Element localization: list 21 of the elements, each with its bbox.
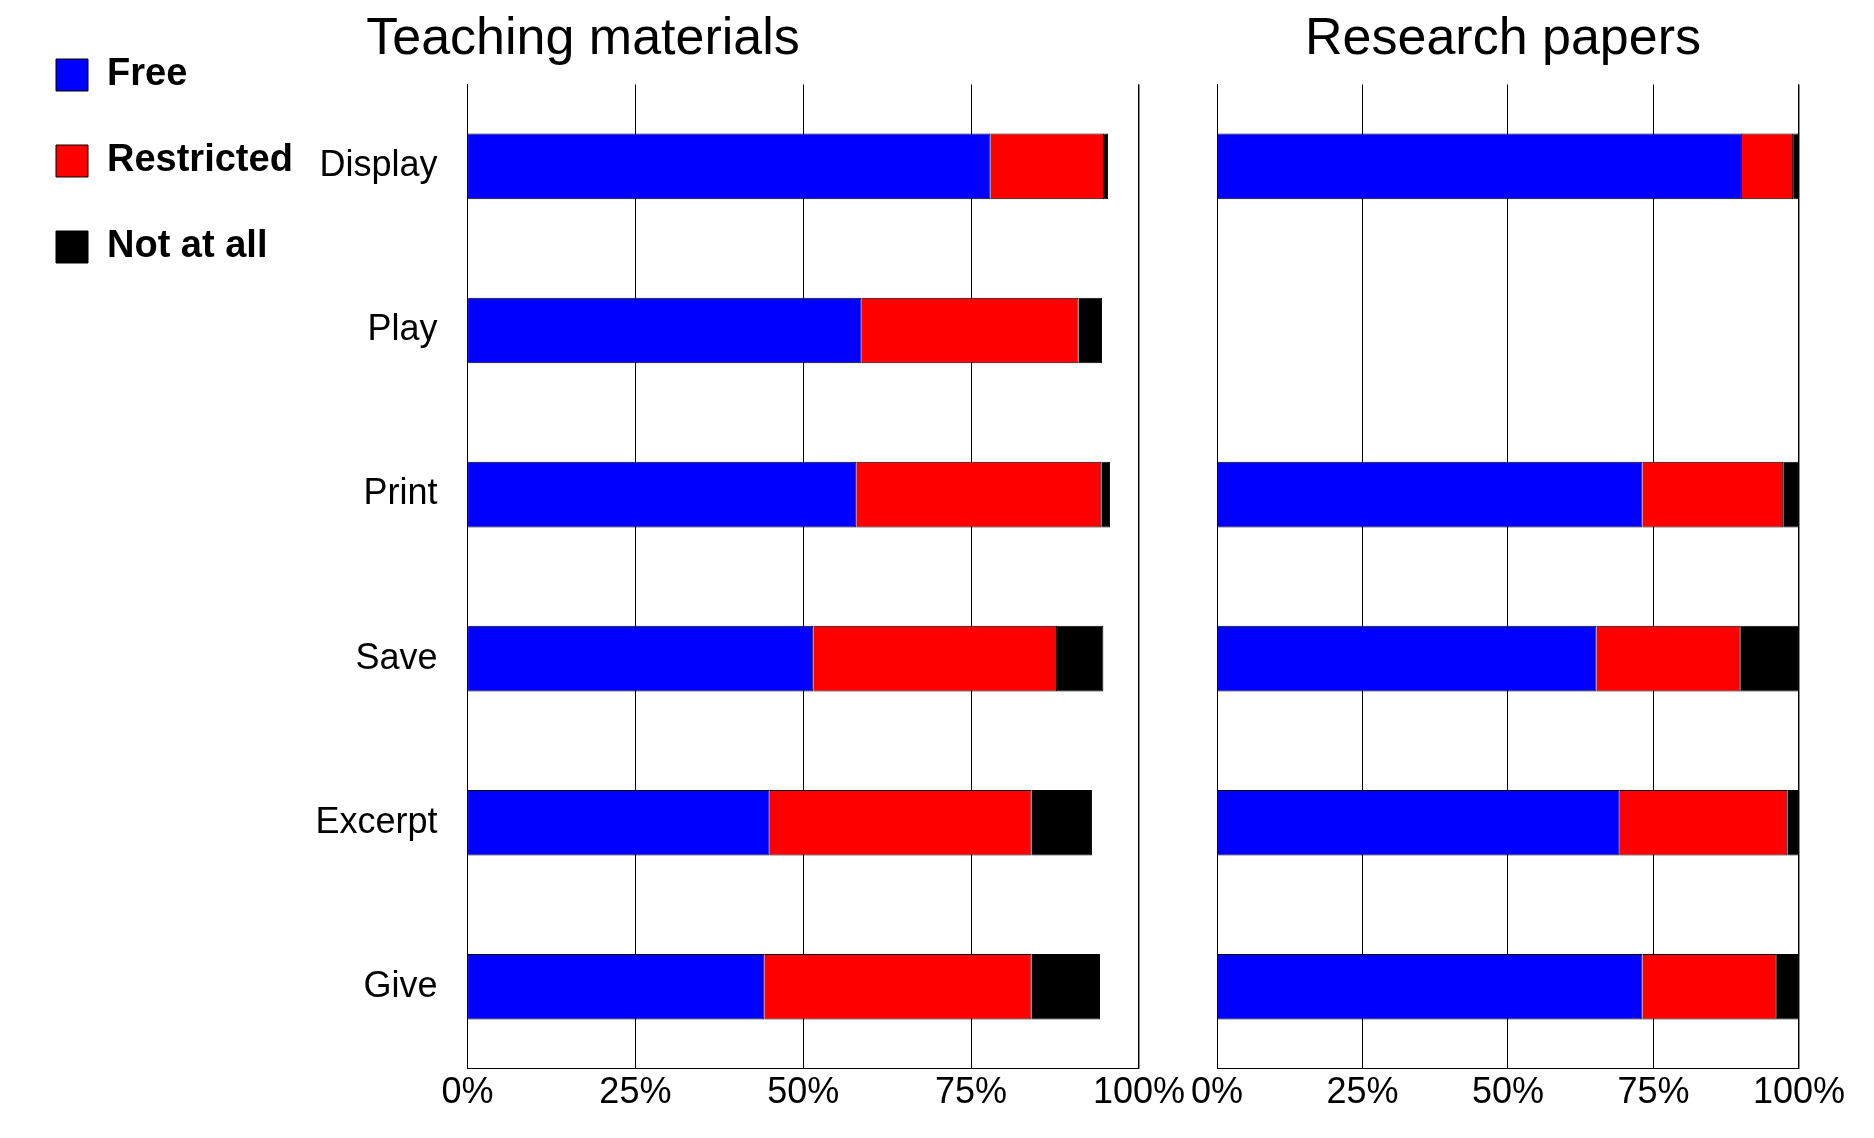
- x-tick-label: 0%: [441, 1070, 494, 1112]
- y-tick-label: Play: [367, 307, 438, 349]
- legend-label: Free: [107, 51, 188, 94]
- chart-title: Research papers: [1305, 6, 1701, 65]
- x-tick-label: 50%: [1471, 1070, 1545, 1112]
- y-tick-label: Give: [363, 963, 438, 1005]
- x-tick-label: 50%: [767, 1070, 840, 1112]
- x-tick-label: 75%: [1617, 1070, 1690, 1112]
- x-tick-label: 100%: [1092, 1070, 1185, 1112]
- legend-label: Not at all: [107, 223, 268, 266]
- x-tick-label: 100%: [1752, 1070, 1845, 1112]
- y-tick-label: Excerpt: [315, 799, 438, 841]
- chart-title: Teaching materials: [366, 6, 800, 65]
- x-tick-label: 0%: [1191, 1070, 1244, 1112]
- legend-label: Restricted: [107, 137, 293, 180]
- y-tick-label: Save: [355, 635, 438, 677]
- x-tick-label: 25%: [599, 1070, 672, 1112]
- x-tick-label: 25%: [1326, 1070, 1399, 1112]
- y-tick-label: Print: [363, 471, 438, 513]
- x-tick-label: 75%: [935, 1070, 1008, 1112]
- y-tick-label: Display: [319, 143, 438, 185]
